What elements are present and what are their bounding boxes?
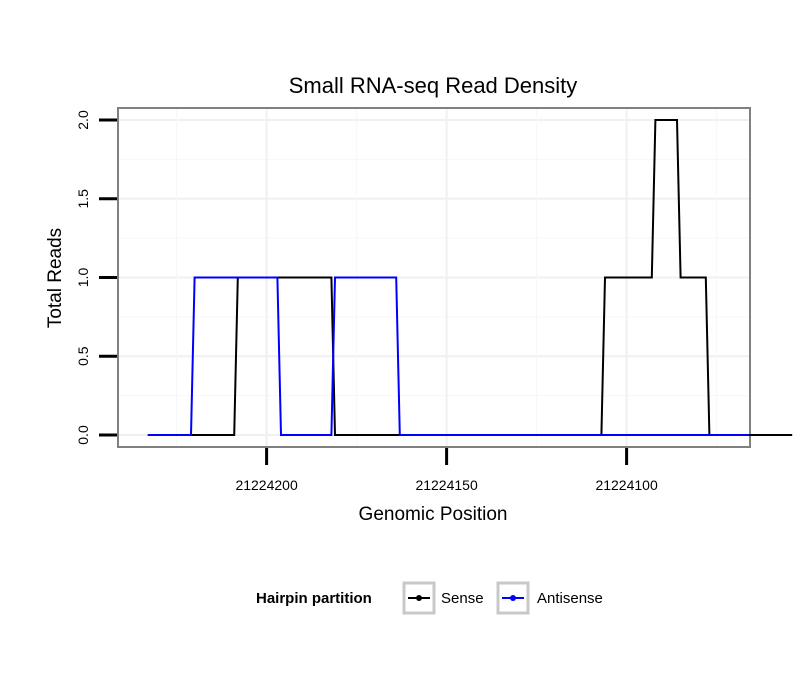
legend-item-antisense: Antisense xyxy=(496,581,603,615)
legend: Hairpin partition Sense Antisense xyxy=(256,581,603,615)
legend-item-sense: Sense xyxy=(402,581,484,615)
legend-title: Hairpin partition xyxy=(256,590,372,607)
y-tick-label-3: 1.5 xyxy=(75,189,91,209)
x-axis-title: Genomic Position xyxy=(359,504,508,525)
y-axis: 0.0 0.5 1.0 1.5 2.0 xyxy=(75,110,117,445)
legend-label-antisense: Antisense xyxy=(537,590,603,607)
legend-key-sense-dot xyxy=(416,595,422,601)
plot-panel-border xyxy=(117,107,751,448)
y-tick-label-1: 0.5 xyxy=(75,346,91,366)
x-tick-label-0: 21224200 xyxy=(235,477,298,493)
legend-key-antisense-dot xyxy=(510,595,516,601)
legend-key-antisense xyxy=(496,581,530,615)
chart-title: Small RNA-seq Read Density xyxy=(289,73,578,98)
x-axis: 21224200 21224150 21224100 xyxy=(235,448,658,493)
x-tick-label-2: 21224100 xyxy=(595,477,658,493)
series-layer xyxy=(147,119,793,436)
y-tick-label-0: 0.0 xyxy=(75,425,91,445)
legend-label-sense: Sense xyxy=(441,590,484,607)
y-tick-label-4: 2.0 xyxy=(75,110,91,130)
x-tick-label-1: 21224150 xyxy=(415,477,478,493)
y-tick-label-2: 1.0 xyxy=(75,268,91,288)
series-line-antisense xyxy=(147,276,749,436)
y-axis-title: Total Reads xyxy=(45,228,66,328)
